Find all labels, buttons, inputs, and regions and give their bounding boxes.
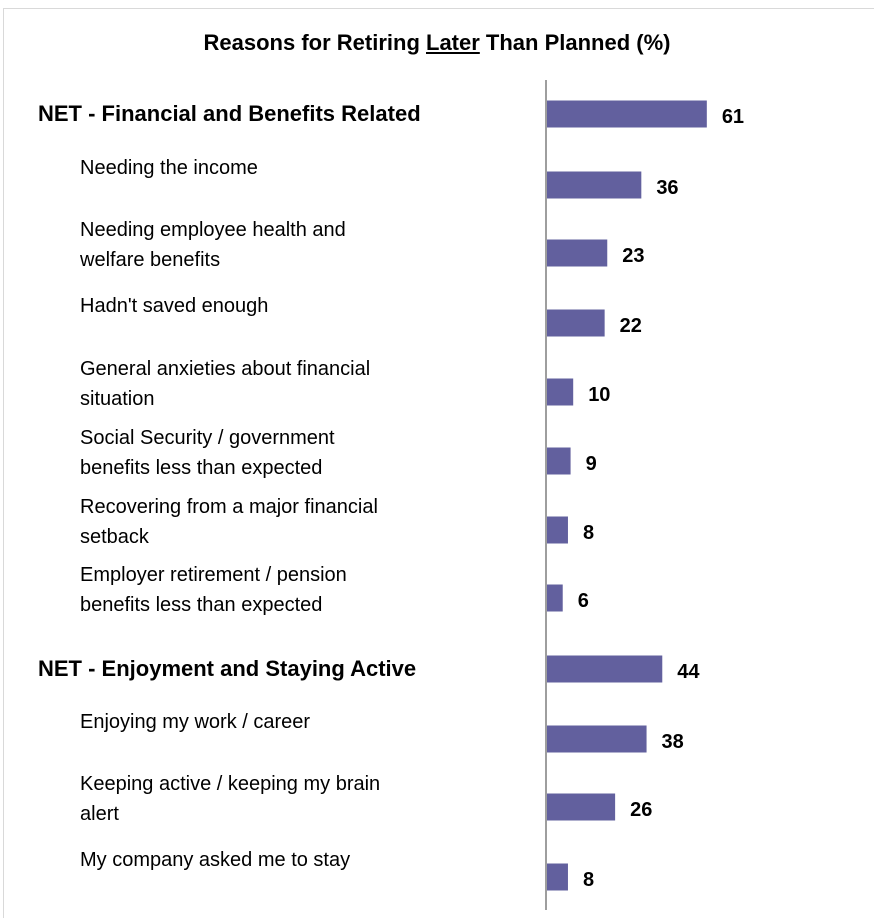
chart-title: Reasons for Retiring Later Than Planned … [0, 30, 874, 56]
bar-4 [547, 378, 574, 406]
category-label-11: My company asked me to stay [80, 849, 350, 871]
category-label-net-8: NET - Enjoyment and Staying Active [38, 656, 416, 681]
value-label-3: 22 [620, 315, 642, 337]
category-label-line: Social Security / government [80, 427, 335, 449]
bar-10 [547, 793, 616, 821]
category-label-line: Employer retirement / pension [80, 564, 347, 586]
category-label-4: General anxieties about financial situati… [80, 358, 370, 410]
category-label-line: Needing the income [80, 157, 258, 179]
category-label-1: Needing the income [80, 157, 258, 179]
category-label-3: Hadn't saved enough [80, 295, 268, 317]
category-label-2: Needing employee health and welfare benef… [79, 219, 346, 271]
category-label-line: welfare benefits [79, 249, 220, 271]
category-label-line: Hadn't saved enough [80, 295, 268, 317]
bar-2 [547, 239, 608, 267]
bar-11 [547, 863, 568, 891]
category-label-5: Social Security / government benefits les… [80, 427, 335, 479]
category-label-line: situation [80, 388, 155, 410]
category-label-line: benefits less than expected [80, 594, 322, 616]
value-label-8: 44 [677, 661, 700, 683]
category-label-6: Recovering from a major financial setback [80, 496, 378, 548]
category-label-line: Recovering from a major financial [80, 496, 378, 518]
title-part-underlined: Later [426, 30, 480, 55]
bar-0 [547, 100, 707, 128]
bar-1 [547, 171, 642, 199]
value-label-5: 9 [586, 453, 597, 475]
value-label-6: 8 [583, 522, 594, 544]
bar-5 [547, 447, 571, 475]
category-label-line: benefits less than expected [80, 457, 322, 479]
value-label-4: 10 [588, 384, 610, 406]
value-label-0: 61 [722, 106, 744, 128]
category-label-line: Enjoying my work / career [80, 711, 310, 733]
title-part-before: Reasons for Retiring [203, 30, 426, 55]
bar-7 [547, 584, 563, 612]
chart-frame [3, 8, 874, 918]
value-label-10: 26 [630, 799, 652, 821]
category-label-line: General anxieties about financial [80, 358, 370, 380]
value-label-9: 38 [662, 731, 684, 753]
value-label-2: 23 [622, 245, 644, 267]
bar-3 [547, 309, 605, 337]
category-label-net-0: NET - Financial and Benefits Related [38, 101, 421, 126]
category-label-9: Enjoying my work / career [80, 711, 310, 733]
bar-8 [547, 655, 663, 683]
value-label-7: 6 [578, 590, 589, 612]
title-part-after: Than Planned (%) [479, 30, 671, 55]
value-label-1: 36 [656, 177, 678, 199]
bar-9 [547, 725, 647, 753]
value-label-11: 8 [583, 869, 594, 891]
category-label-7: Employer retirement / pension benefits le… [80, 564, 347, 616]
category-label-line: setback [80, 526, 150, 548]
category-label-line: My company asked me to stay [80, 849, 350, 871]
category-label-line: alert [80, 803, 119, 825]
category-label-line: Needing employee health and [80, 219, 346, 241]
category-label-10: Keeping active / keeping my brain alert [80, 773, 380, 825]
category-label-line: Keeping active / keeping my brain [80, 773, 380, 795]
bar-6 [547, 516, 568, 544]
